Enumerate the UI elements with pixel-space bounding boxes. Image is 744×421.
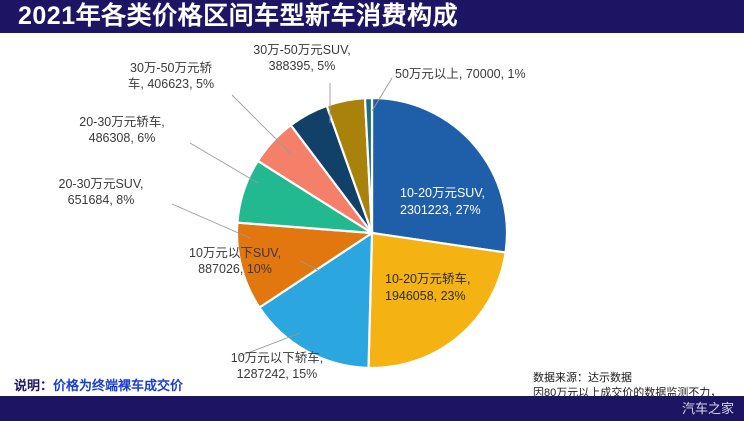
pie-slice[interactable] bbox=[370, 96, 509, 254]
leader-line bbox=[231, 94, 293, 156]
site-watermark: 汽车之家 bbox=[681, 401, 734, 416]
leader-line bbox=[371, 77, 393, 112]
slice-label-above50: 50万元以上, 70000, 1% bbox=[395, 67, 526, 81]
pie-slice[interactable] bbox=[235, 221, 376, 310]
pie-slice[interactable] bbox=[257, 230, 374, 370]
slice-label-20-30-sedan: 20-30万元轿车, 486308, 6% bbox=[79, 115, 165, 145]
leader-line-group bbox=[171, 77, 393, 357]
slice-label-under10-sedan: 10万元以下轿车, 1287242, 15% bbox=[230, 351, 324, 381]
leader-line bbox=[171, 203, 251, 239]
slice-label-10-20-sedan: 10-20万元轿车, 1946058, 23% bbox=[385, 272, 471, 303]
pie-slice[interactable] bbox=[363, 96, 374, 234]
slice-label-30-50-sedan: 30万-50万元轿 车, 406623, 5% bbox=[127, 61, 215, 91]
leader-line bbox=[189, 142, 259, 184]
page-title: 2021年各类价格区间车型新车消费构成 bbox=[18, 2, 459, 30]
title-bar: 2021年各类价格区间车型新车消费构成 bbox=[0, 0, 744, 33]
explain-label: 说明： bbox=[14, 378, 54, 393]
explain-note: 说明：价格为终端裸车成交价 bbox=[14, 377, 183, 394]
slice-label-30-50-suv: 30万-50万元SUV, 388395, 5% bbox=[253, 43, 351, 73]
footer-bar: 汽车之家 bbox=[0, 396, 744, 421]
pie-slice-group bbox=[235, 96, 509, 370]
pie-chart bbox=[171, 77, 509, 370]
pie-slice[interactable] bbox=[367, 231, 507, 370]
leader-line bbox=[239, 332, 301, 357]
leader-line bbox=[299, 260, 321, 272]
slice-label-10-20-suv: 10-20万元SUV, 2301223, 27% bbox=[400, 186, 485, 217]
chart-area: 10-20万元SUV, 2301223, 27% 10-20万元轿车, 1946… bbox=[0, 33, 744, 414]
slice-label-20-30-suv: 20-30万元SUV, 651684, 8% bbox=[58, 177, 144, 207]
slice-label-under10-suv: 10万元以下SUV, 887026, 10% bbox=[189, 246, 281, 276]
explain-value: 价格为终端裸车成交价 bbox=[53, 378, 184, 393]
